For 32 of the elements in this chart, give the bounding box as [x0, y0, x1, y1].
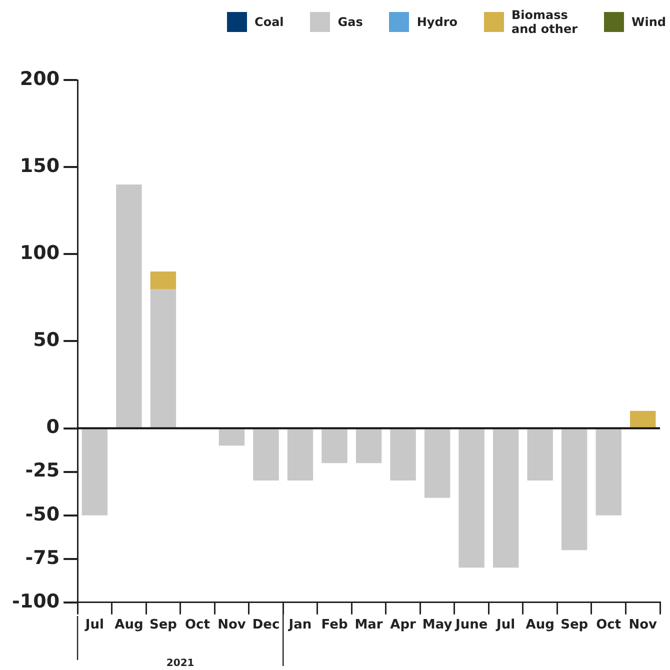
y-tick-label: -25 — [25, 460, 60, 482]
x-tick-label: Jul — [496, 618, 516, 633]
x-tick-label: May — [422, 618, 453, 633]
legend-label: Biomass and other — [512, 8, 578, 36]
x-tick-label: Dec — [252, 618, 280, 633]
y-tick-label: -50 — [25, 503, 60, 526]
legend-label: Gas — [338, 15, 363, 29]
x-tick-label: Sep — [149, 618, 177, 633]
x-tick-label: Jan — [288, 618, 312, 633]
x-tick-label: Jul — [84, 618, 104, 633]
legend-label: Wind — [632, 15, 666, 29]
x-tick-label: Aug — [526, 618, 554, 633]
x-tick-label: June — [454, 618, 488, 633]
x-tick-label: Apr — [390, 618, 417, 633]
x-tick-label: Aug — [114, 618, 144, 633]
y-tick-label: 150 — [20, 155, 60, 178]
legend-label: Hydro — [416, 15, 458, 29]
x-tick-label: Feb — [321, 618, 348, 633]
x-tick-label: Oct — [184, 618, 210, 633]
x-tick-label: Sep — [560, 618, 588, 633]
y-tick-label: 100 — [20, 242, 60, 264]
text: 2021 — [166, 658, 194, 669]
y-tick-label: 200 — [20, 68, 60, 90]
x-tick-label: Oct — [596, 618, 622, 633]
y-tick-label: 50 — [33, 329, 60, 352]
y-tick-label: 0 — [46, 416, 60, 438]
x-tick-label: Mar — [354, 618, 384, 633]
y-tick-label: -75 — [25, 546, 60, 569]
y-tick-label: -100 — [12, 590, 60, 612]
x-tick-label: Nov — [218, 618, 246, 633]
x-tick-label: Nov — [628, 618, 658, 633]
legend-label: Coal — [254, 15, 284, 29]
